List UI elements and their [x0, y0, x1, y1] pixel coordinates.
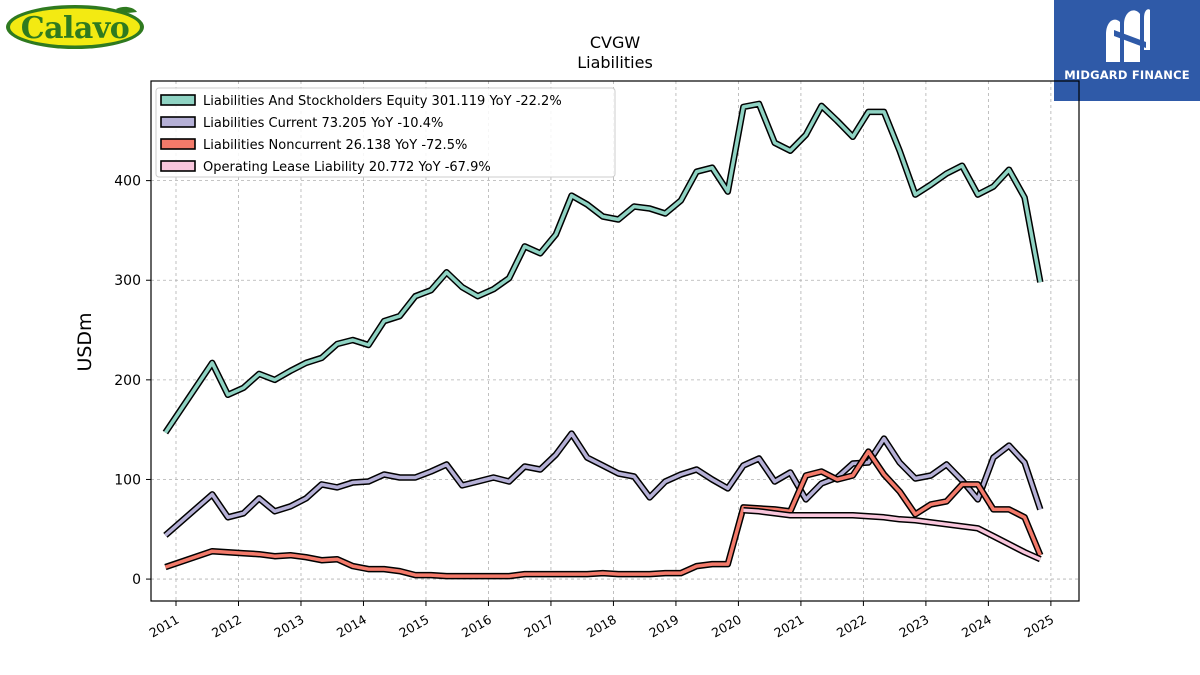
- x-tick-label: 2023: [896, 612, 931, 641]
- series-line-3: [743, 508, 1042, 561]
- x-tick-label: 2025: [1021, 612, 1056, 641]
- y-tick-label: 100: [114, 472, 141, 488]
- legend-swatch-3: [160, 160, 196, 172]
- x-tick-label: 2012: [209, 612, 244, 641]
- x-tick-label: 2021: [771, 612, 806, 641]
- chart-title: CVGW: [590, 33, 641, 52]
- calavo-logo: Calavo: [6, 5, 144, 49]
- x-tick-label: 2011: [146, 612, 181, 641]
- x-tick-label: 2024: [959, 612, 994, 641]
- midgard-finance-logo-text: MIDGARD FINANCE: [1064, 68, 1190, 82]
- y-axis-label: USDm: [74, 312, 96, 371]
- x-tick-label: 2015: [396, 612, 431, 641]
- plot-frame: [150, 80, 1080, 602]
- x-tick-label: 2016: [459, 612, 494, 641]
- legend-entry-1: Liabilities Current 73.205 YoY -10.4%: [203, 116, 443, 131]
- x-axis-ticks: 2011 2012 2013 2014 2015 2016 2017 2018 2019 2020…: [146, 601, 1056, 641]
- legend-entry-2: Liabilities Noncurrent 26.138 YoY -72.5%: [203, 138, 467, 153]
- legend: Liabilities And Stockholders Equity 301.…: [155, 87, 616, 178]
- legend-swatch-0: [160, 94, 196, 106]
- y-tick-label: 0: [132, 572, 141, 588]
- series-line-2: [164, 449, 1042, 578]
- x-tick-label: 2013: [271, 612, 306, 641]
- chart-subtitle: Liabilities: [577, 53, 653, 72]
- calavo-logo-text: Calavo: [21, 11, 130, 46]
- legend-entry-3: Operating Lease Liability 20.772 YoY -67…: [203, 160, 491, 175]
- midgard-finance-logo: MIDGARD FINANCE: [1054, 0, 1200, 101]
- legend-swatch-2: [160, 138, 196, 150]
- legend-box: [155, 87, 616, 178]
- series-line-1: [164, 431, 1042, 537]
- x-tick-label: 2022: [834, 612, 869, 641]
- y-axis-ticks: 0 100 200 300 400: [114, 174, 151, 588]
- legend-entry-0: Liabilities And Stockholders Equity 301.…: [203, 94, 562, 109]
- x-tick-label: 2014: [334, 612, 369, 641]
- legend-swatch-1: [160, 116, 196, 128]
- x-tick-label: 2019: [646, 612, 681, 641]
- series-line-0: [163, 102, 1043, 434]
- x-tick-label: 2018: [584, 612, 619, 641]
- y-tick-label: 200: [114, 373, 141, 389]
- x-tick-label: 2017: [521, 612, 556, 641]
- y-tick-label: 300: [114, 273, 141, 289]
- midgard-emblem-icon: [1106, 9, 1150, 62]
- series-lines: [162, 100, 1044, 580]
- y-tick-label: 400: [114, 174, 141, 190]
- x-tick-label: 2020: [709, 612, 744, 641]
